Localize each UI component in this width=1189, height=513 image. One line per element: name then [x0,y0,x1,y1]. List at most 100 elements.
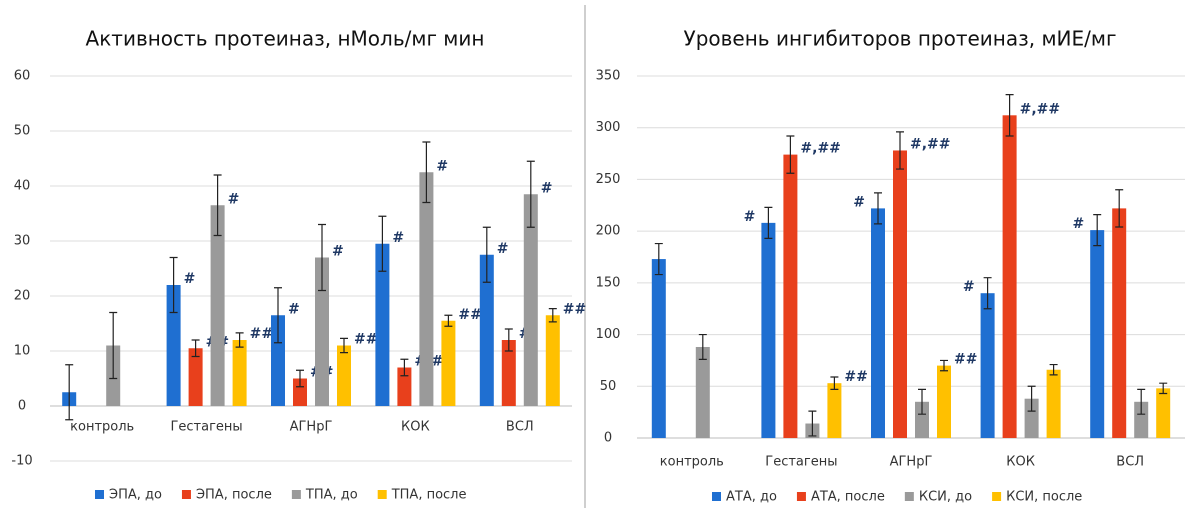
annotation: ## [563,301,586,317]
legend-swatch [181,490,191,499]
legend-label: АТА, после [811,490,885,505]
y-tick-label: 150 [596,275,621,290]
y-tick-label: 10 [14,344,31,359]
x-tick-label: КОК [1006,455,1035,470]
error-bar [191,339,200,358]
legend-swatch [992,492,1002,501]
error-bar [109,311,118,380]
bar [501,340,516,406]
error-bar [235,332,244,348]
bar [419,172,434,406]
y-tick-label: 250 [596,172,621,187]
legend-label: ЭПА, после [196,488,272,503]
x-tick-label: Гестагены [765,455,837,470]
bar [1134,401,1149,438]
error-bar [918,388,926,415]
annotation: # [436,158,448,174]
bar [651,259,666,438]
error-bar [504,328,513,352]
error-bar [698,333,707,360]
y-tick-label: 0 [18,399,26,414]
bar [1090,230,1105,438]
y-tick-label: -10 [11,454,32,469]
legend-swatch [712,492,721,501]
y-tick-label: 0 [604,431,612,446]
x-tick-label: АГНрГ [890,455,933,470]
bar [441,320,456,406]
bar [871,208,885,438]
error-bar [874,192,882,225]
annotation: # [497,241,509,257]
bar [761,222,776,438]
error-bar [65,364,74,421]
y-tick-label: 60 [14,69,31,84]
bar [315,257,329,406]
annotation: # [332,244,344,260]
x-tick-label: АГНрГ [290,420,333,435]
legend-swatch [904,492,914,501]
y-tick-label: 100 [596,327,621,342]
annotation: # [184,271,196,287]
bar [783,154,798,438]
bar [827,383,842,438]
error-bar [830,376,839,390]
legend-swatch [291,490,301,499]
bar [210,205,225,406]
error-bar [169,256,178,314]
error-bar [786,135,795,174]
chart-title: Уровень ингибиторов протеиназ, мИЕ/мг [684,27,1117,51]
y-tick-label: 350 [596,69,621,84]
bar [545,315,560,406]
error-bar [274,287,282,344]
x-tick-label: ВСЛ [506,420,534,435]
error-bar [1115,189,1124,228]
error-bar [654,242,663,276]
y-tick-label: 20 [14,289,31,304]
bar [695,346,710,438]
y-tick-label: 40 [14,179,31,194]
bar [1112,208,1127,438]
annotation: ## [458,307,481,323]
error-bar [400,358,409,377]
annotation: ## [250,326,273,342]
y-tick-label: 300 [596,120,621,135]
error-bar [422,141,431,204]
x-tick-label: Гестагены [170,420,242,435]
legend-label: КСИ, после [1006,490,1082,505]
legend-label: АТА, до [726,490,777,505]
error-bar [764,206,773,239]
bar [1046,369,1061,438]
legend-label: ТПА, до [305,488,358,503]
annotation: # [228,191,240,207]
annotation: # [744,209,756,225]
error-bar [1005,94,1014,137]
error-bar [1049,363,1058,376]
bar [1002,115,1017,438]
error-bar [318,223,326,292]
annotation: ## [844,369,867,385]
error-bar [526,160,535,228]
annotation: ## [354,332,377,348]
annotation: # [288,301,300,317]
y-tick-label: 50 [600,379,617,394]
legend-label: КСИ, до [919,490,972,505]
error-bar [340,337,348,354]
bar [397,367,412,406]
error-bar [940,359,948,372]
legend-swatch [796,492,806,501]
annotation: # [1072,216,1084,232]
chart-title: Активность протеиназ, нМоль/мг мин [86,27,485,51]
error-bar [1137,388,1146,415]
error-bar [983,277,992,310]
error-bar [1093,213,1102,247]
error-bar [1027,385,1036,412]
bar [337,345,351,406]
annotation: #,## [1020,101,1061,117]
legend-label: ЭПА, до [109,488,162,503]
bar [166,285,181,406]
bar [523,194,538,406]
bar [1024,398,1039,438]
y-tick-label: 30 [14,234,31,249]
error-bar [1159,382,1168,395]
bar [980,293,995,438]
